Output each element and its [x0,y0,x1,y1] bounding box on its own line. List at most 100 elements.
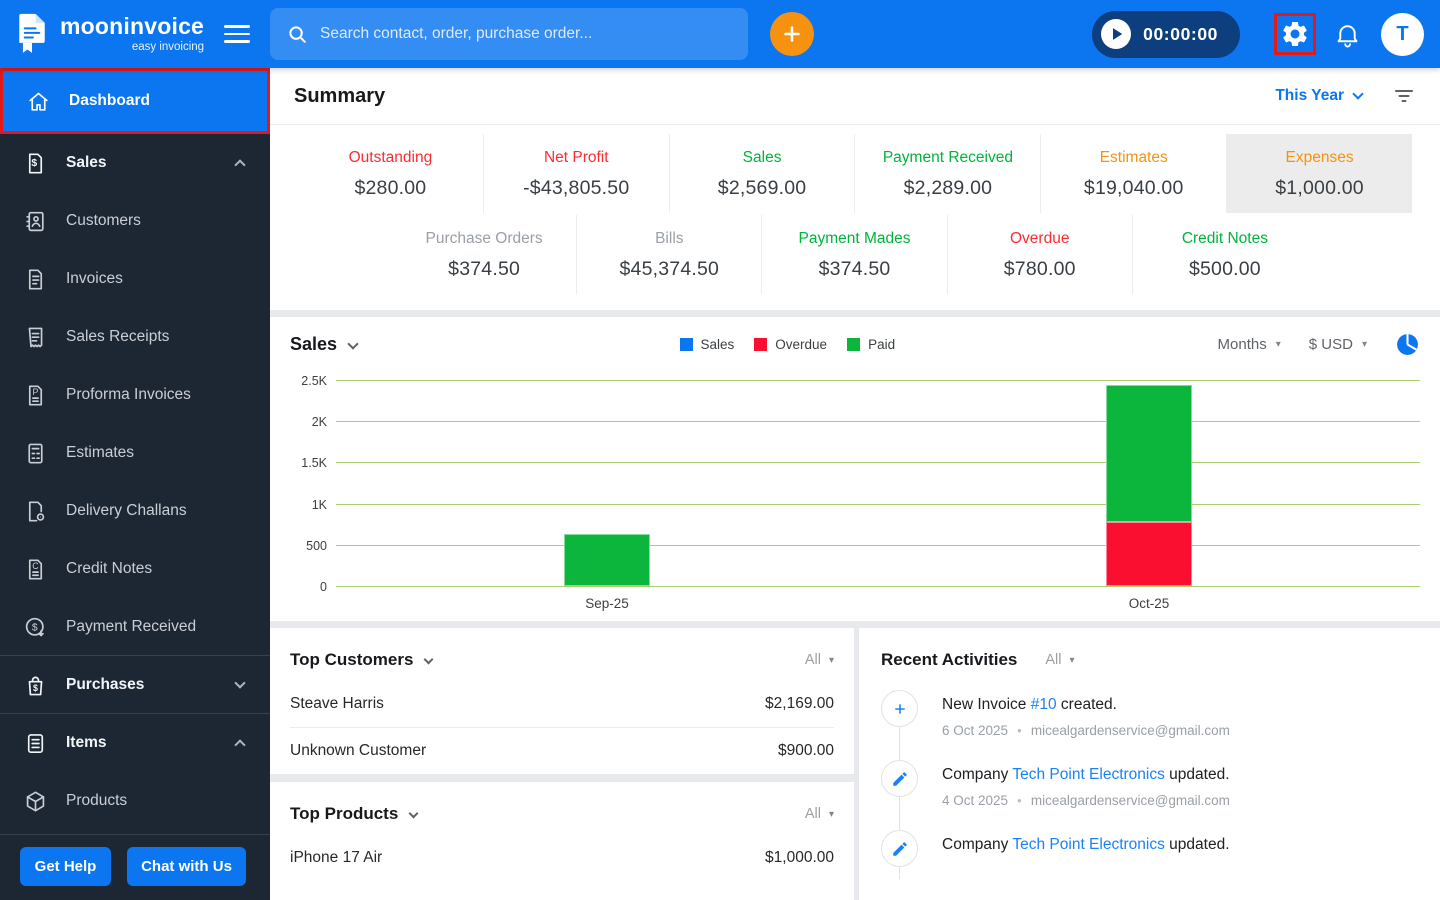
page-title: Summary [294,84,386,107]
settings-button[interactable] [1280,19,1310,49]
activity-link[interactable]: Tech Point Electronics [1012,836,1165,853]
notifications-button[interactable] [1334,21,1361,48]
chat-with-us-button[interactable]: Chat with Us [127,847,246,886]
proforma-icon: P [22,382,48,408]
sidebar-item-items[interactable]: Items [0,714,270,772]
stat-value: $19,040.00 [1083,177,1184,199]
stat-payment-mades[interactable]: Payment Mades $374.50 [761,215,946,294]
home-icon [25,88,51,114]
activity-list: New Invoice #10 created. 6 Oct 2025 ● micea… [881,690,1418,879]
currency-selector[interactable]: $ USD ▾ [1309,336,1367,353]
chart-legend: Sales Overdue Paid [679,337,895,352]
activity-link[interactable]: #10 [1030,696,1057,713]
legend-label: Sales [700,337,735,352]
menu-button[interactable] [224,21,254,47]
stat-credit-notes[interactable]: Credit Notes $500.00 [1131,215,1317,294]
brand-area: mooninvoice easy invoicing [0,10,270,59]
chart-xlabels: Sep-25 Oct-25 [336,587,1420,615]
y-tick-label: 2K [311,415,327,430]
triangle-down-icon: ▾ [828,808,834,820]
pencil-icon [881,760,918,797]
sidebar-item-proforma-invoices[interactable]: P Proforma Invoices [0,366,270,424]
sales-icon: $ [22,150,48,176]
sidebar-item-sales[interactable]: $ Sales [0,134,270,192]
stat-label: Net Profit [543,149,609,166]
stat-net-profit[interactable]: Net Profit -$43,805.50 [482,134,669,213]
sidebar-item-dashboard[interactable]: Dashboard [0,68,270,134]
gridline [336,462,1420,464]
bullet-separator: ● [1017,726,1022,735]
chevron-up-icon [234,159,246,171]
bar-chart: 0 500 1K 1.5K 2K 2.5K [290,374,1420,594]
app-logo[interactable]: mooninvoice easy invoicing [12,10,204,59]
stat-label: Bills [655,230,684,247]
pie-chart-toggle[interactable] [1395,332,1420,357]
sidebar-item-products[interactable]: Products [0,772,270,830]
pencil-icon [881,830,918,867]
get-help-button[interactable]: Get Help [20,847,111,886]
recent-activities-panel: Recent Activities All ▾ New Invoice #10 … [859,628,1440,900]
brand-tagline: easy invoicing [131,41,205,53]
top-customers-dropdown[interactable]: Top Customers [290,650,434,670]
stat-value: -$43,805.50 [523,177,630,199]
bell-icon [1334,21,1361,48]
interval-selector[interactable]: Months ▾ [1218,336,1281,353]
sidebar-item-delivery-challans[interactable]: Delivery Challans [0,482,270,540]
challan-icon [22,498,48,524]
legend-label: Paid [868,337,896,352]
stat-label: Estimates [1099,149,1168,166]
sidebar-item-label: Customers [66,212,141,229]
stat-estimates[interactable]: Estimates $19,040.00 [1040,134,1226,213]
legend-item-overdue[interactable]: Overdue [754,337,827,352]
list-item[interactable]: iPhone 17 Air $1,000.00 [290,834,834,881]
filter-button[interactable] [1392,84,1416,108]
stat-outstanding[interactable]: Outstanding $280.00 [298,134,483,213]
sidebar-item-payment-received[interactable]: $ Payment Received [0,598,270,656]
activity-link[interactable]: Tech Point Electronics [1012,766,1165,783]
stat-value: $374.50 [448,258,521,280]
avatar[interactable]: T [1381,12,1424,56]
svg-text:P: P [32,386,38,396]
stat-label: Outstanding [348,149,433,166]
sidebar-item-credit-notes[interactable]: C Credit Notes [0,540,270,598]
sidebar-item-invoices[interactable]: Invoices [0,250,270,308]
activity-email: micealgardenservice@gmail.com [1030,793,1230,808]
top-products-filter[interactable]: All ▾ [805,806,834,822]
legend-item-sales[interactable]: Sales [679,337,735,352]
stat-payment-received[interactable]: Payment Received $2,289.00 [854,134,1040,213]
stat-value: $2,289.00 [903,177,993,199]
stat-sales[interactable]: Sales $2,569.00 [668,134,855,213]
pie-chart-icon [1395,332,1420,357]
chevron-down-icon [347,337,359,350]
item-name: Steave Harris [290,694,384,712]
stat-expenses[interactable]: Expenses $1,000.00 [1226,134,1412,213]
chart-title-dropdown[interactable]: Sales [290,334,359,355]
create-button[interactable] [770,12,814,56]
list-item[interactable]: Unknown Customer $900.00 [290,727,834,774]
chevron-down-icon [234,677,246,689]
sidebar-item-label: Purchases [66,676,145,693]
activities-filter[interactable]: All ▾ [1045,652,1074,668]
legend-swatch [847,338,861,351]
legend-item-paid[interactable]: Paid [847,337,895,352]
sidebar-item-customers[interactable]: Customers [0,192,270,250]
period-selector[interactable]: This Year [1275,87,1364,105]
legend-swatch [754,338,768,351]
stat-label: Expenses [1285,149,1354,166]
list-item[interactable]: Steave Harris $2,169.00 [290,680,834,727]
top-products-dropdown[interactable]: Top Products [290,804,419,824]
sidebar-item-estimates[interactable]: Estimates [0,424,270,482]
sidebar-item-sales-receipts[interactable]: Sales Receipts [0,308,270,366]
gridline [336,503,1420,505]
top-customers-filter[interactable]: All ▾ [805,652,834,668]
stat-label: Payment Mades [798,230,911,247]
search-input[interactable] [320,25,732,43]
search-bar[interactable] [270,8,748,60]
gear-icon [1280,19,1310,49]
stat-purchase-orders[interactable]: Purchase Orders $374.50 [392,215,576,294]
stat-bills[interactable]: Bills $45,374.50 [576,215,761,294]
sidebar-item-purchases[interactable]: $ Purchases [0,656,270,714]
stat-overdue[interactable]: Overdue $780.00 [946,215,1132,294]
summary-stats-row1: Outstanding $280.00 Net Profit -$43,805.50 S… [270,125,1440,215]
timer-button[interactable]: 00:00:00 [1092,10,1240,58]
